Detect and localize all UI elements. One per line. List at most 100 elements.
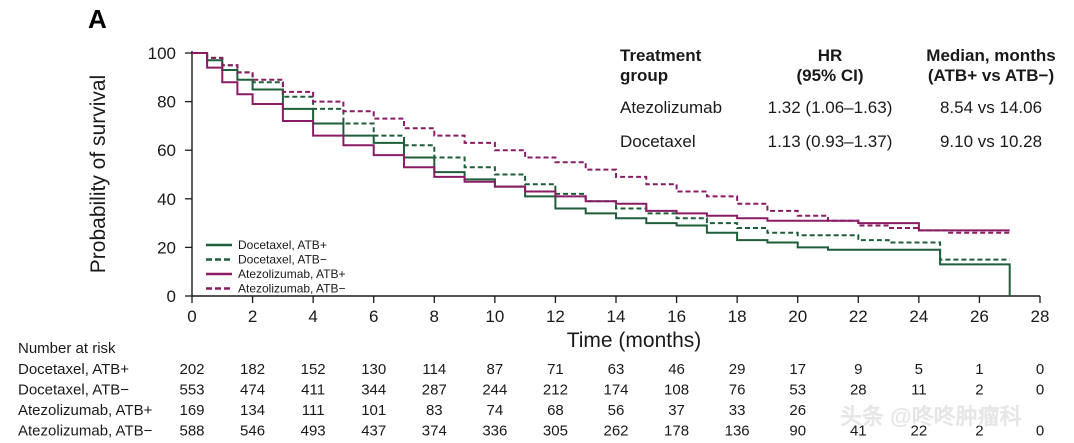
x-tick-label: 0 (187, 307, 196, 326)
risk-count: 33 (729, 402, 746, 419)
risk-row-label: Atezolizumab, ATB+ (18, 402, 153, 419)
risk-count: 169 (179, 402, 204, 419)
series-line-docetaxel-atb (192, 52, 1010, 261)
legend-label: Atezolizumab, ATB− (238, 282, 346, 296)
risk-count: 202 (179, 361, 204, 378)
y-tick-label: 20 (157, 238, 176, 257)
x-tick-label: 4 (308, 307, 317, 326)
risk-count: 29 (729, 361, 746, 378)
risk-count: 1 (975, 361, 983, 378)
risk-count: 0 (1036, 382, 1044, 399)
x-axis-title: Time (months) (567, 329, 702, 352)
risk-count: 68 (547, 402, 564, 419)
hr-header-group-line2: group (620, 66, 668, 85)
legend: Docetaxel, ATB+Docetaxel, ATB−Atezolizum… (206, 238, 346, 296)
risk-count: 182 (240, 361, 265, 378)
risk-count: 90 (789, 423, 806, 440)
risk-count: 87 (487, 361, 504, 378)
risk-count: 63 (608, 361, 625, 378)
risk-count: 74 (487, 402, 504, 419)
risk-count: 101 (361, 402, 386, 419)
legend-label: Atezolizumab, ATB+ (238, 267, 346, 281)
risk-count: 152 (301, 361, 326, 378)
x-tick-label: 28 (1031, 307, 1050, 326)
risk-count: 9 (854, 361, 862, 378)
risk-count: 5 (915, 361, 923, 378)
x-axis-ticks: 0 2 4 6 8 10 12 14 16 18 20 22 24 26 28 (187, 296, 1049, 326)
x-tick-label: 16 (667, 307, 686, 326)
risk-count: 178 (664, 423, 689, 440)
risk-count: 76 (729, 382, 746, 399)
y-tick-label: 100 (148, 44, 176, 63)
risk-count: 305 (543, 423, 568, 440)
x-tick-label: 8 (430, 307, 439, 326)
risk-count: 22 (911, 423, 928, 440)
risk-count: 130 (361, 361, 386, 378)
hr-header-median-line1: Median, months (926, 46, 1055, 65)
hr-row-median: 9.10 vs 10.28 (940, 132, 1042, 151)
risk-count: 41 (850, 423, 867, 440)
risk-count: 474 (240, 382, 265, 399)
risk-count: 546 (240, 423, 265, 440)
risk-count: 493 (301, 423, 326, 440)
risk-count: 134 (240, 402, 265, 419)
risk-count: 28 (850, 382, 867, 399)
legend-label: Docetaxel, ATB+ (238, 238, 327, 252)
y-axis-title: Probability of survival (87, 75, 110, 273)
y-tick-label: 40 (157, 190, 176, 209)
risk-count: 588 (179, 423, 204, 440)
x-tick-label: 26 (970, 307, 989, 326)
risk-count: 114 (422, 361, 446, 378)
x-tick-label: 24 (909, 307, 928, 326)
hr-header-group-line1: Treatment (620, 46, 702, 65)
legend-label: Docetaxel, ATB− (238, 253, 327, 267)
risk-count: 26 (789, 402, 806, 419)
hr-header-median-line2: (ATB+ vs ATB−) (928, 66, 1054, 85)
risk-count: 553 (179, 382, 204, 399)
watermark: 头条 @咚咚肿瘤科 (840, 404, 1022, 429)
risk-count: 53 (789, 382, 806, 399)
y-tick-label: 0 (167, 287, 176, 306)
risk-count: 111 (302, 402, 325, 419)
risk-count: 11 (911, 382, 927, 399)
x-tick-label: 12 (546, 307, 565, 326)
y-tick-label: 80 (157, 93, 176, 112)
risk-table-title: Number at risk (18, 340, 116, 357)
risk-count: 46 (668, 361, 685, 378)
risk-count: 212 (543, 382, 568, 399)
x-tick-label: 6 (369, 307, 378, 326)
x-tick-label: 10 (485, 307, 504, 326)
risk-count: 83 (426, 402, 443, 419)
risk-count: 437 (361, 423, 386, 440)
risk-row-label: Atezolizumab, ATB− (18, 423, 153, 440)
hr-row-group: Docetaxel (620, 132, 696, 151)
y-tick-label: 60 (157, 141, 176, 160)
hr-header-hr-line1: HR (818, 46, 843, 65)
hr-header-hr-line2: (95% CI) (796, 66, 863, 85)
risk-count: 344 (361, 382, 386, 399)
x-tick-label: 2 (248, 307, 257, 326)
x-tick-label: 20 (788, 307, 807, 326)
risk-count: 174 (603, 382, 628, 399)
survival-curves (192, 52, 1011, 296)
x-tick-label: 18 (728, 307, 747, 326)
risk-count: 2 (975, 382, 983, 399)
hr-row-group: Atezolizumab (620, 98, 722, 117)
series-line-atezolizumab-atb (192, 52, 1010, 232)
risk-count: 2 (975, 423, 983, 440)
risk-count: 0 (1036, 361, 1044, 378)
hr-row-median: 8.54 vs 14.06 (940, 98, 1042, 117)
x-tick-label: 14 (607, 307, 626, 326)
risk-row-label: Docetaxel, ATB+ (18, 361, 129, 378)
hr-table: Treatment group HR (95% CI) Median, mont… (620, 46, 1056, 151)
risk-count: 336 (482, 423, 507, 440)
hr-row-hr: 1.32 (1.06–1.63) (768, 98, 893, 117)
risk-count: 17 (789, 361, 806, 378)
risk-count: 262 (603, 423, 628, 440)
risk-count: 374 (422, 423, 447, 440)
risk-count: 244 (482, 382, 507, 399)
hr-row-hr: 1.13 (0.93–1.37) (768, 132, 893, 151)
risk-count: 411 (301, 382, 325, 399)
x-tick-label: 22 (849, 307, 868, 326)
